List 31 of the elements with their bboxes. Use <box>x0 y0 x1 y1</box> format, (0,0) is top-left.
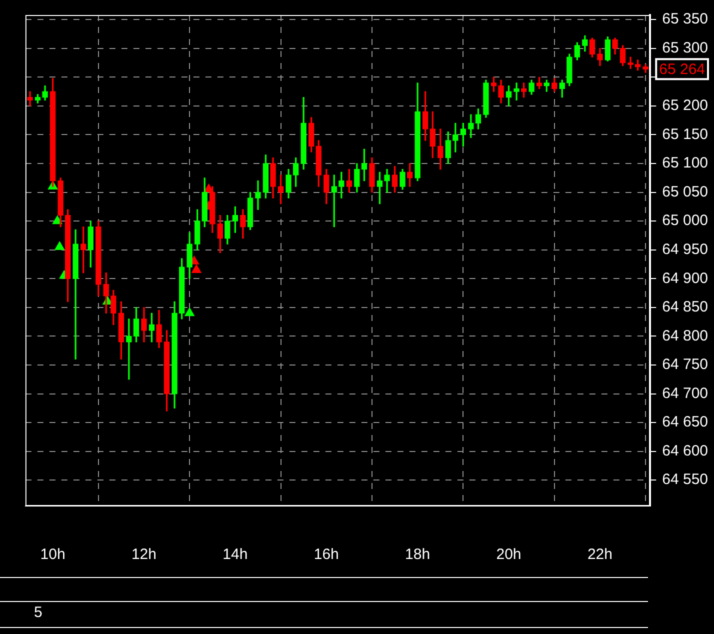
y-tick-label: 65 350 <box>662 10 708 28</box>
y-tick-label: 64 550 <box>662 471 708 488</box>
point <box>54 240 65 250</box>
y-tick-label: 64 700 <box>662 384 708 402</box>
y-tick-label: 65 300 <box>662 40 708 57</box>
x-tick-label: 14h <box>222 546 248 564</box>
x-tick-label: 16h <box>314 546 339 564</box>
y-tick-label: 64 850 <box>662 298 708 316</box>
y-tick-label: 64 950 <box>662 240 708 258</box>
point <box>191 264 202 273</box>
y-tick-label: 65 200 <box>662 97 708 114</box>
x-tick-label: 20h <box>496 546 522 564</box>
y-tick-label: 65 050 <box>662 183 708 200</box>
candlestick <box>255 180 261 210</box>
point <box>184 307 195 316</box>
annotation: 65 264 <box>659 61 706 78</box>
candlestick <box>27 91 33 106</box>
candlestick <box>514 82 520 101</box>
y-tick-label: 65 150 <box>662 126 708 143</box>
text: 5 <box>34 604 42 621</box>
y-tick-label: 65 100 <box>662 154 708 172</box>
x-tick-label: 12h <box>131 546 156 564</box>
y-tick-label: 64 650 <box>662 414 708 431</box>
y-tick-label: 64 750 <box>662 356 708 374</box>
x-tick-label: 22h <box>587 546 612 564</box>
y-tick-label: 64 900 <box>662 270 708 287</box>
y-tick-label: 65 000 <box>662 212 708 230</box>
x-tick-label: 18h <box>405 546 430 564</box>
x-tick-label: 10h <box>40 546 66 564</box>
y-tick-label: 64 600 <box>662 442 708 460</box>
y-tick-label: 64 800 <box>662 327 708 344</box>
